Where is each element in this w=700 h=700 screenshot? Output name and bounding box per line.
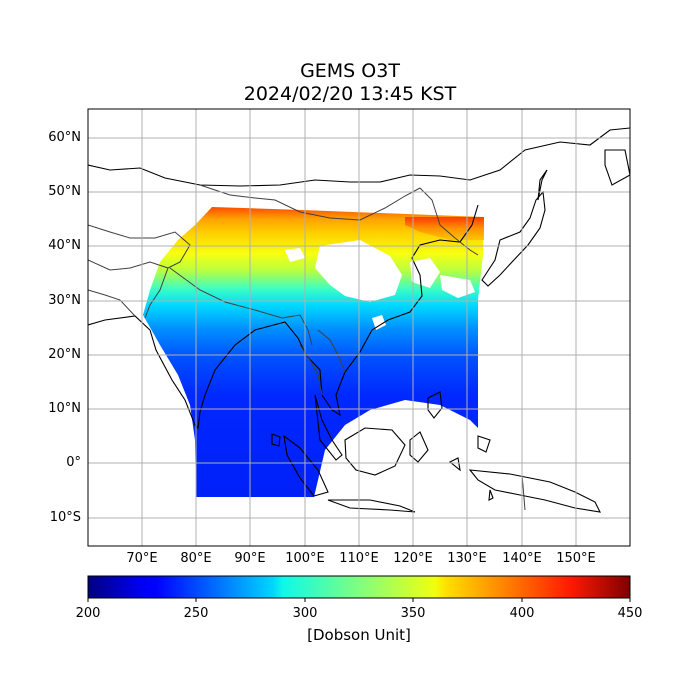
lat-label-20n: 20°N: [48, 347, 81, 362]
colorbar-tick-450: 450: [617, 606, 643, 621]
lon-label-90e: 90°E: [234, 551, 266, 566]
lat-label-30n: 30°N: [48, 293, 81, 308]
coastlines: [88, 127, 630, 513]
lon-label-140e: 140°E: [502, 551, 542, 566]
map-frame: [87, 108, 631, 547]
map-subtitle-datetime: 2024/02/20 13:45 KST: [243, 83, 457, 105]
colorbar-unit-label: [Dobson Unit]: [307, 626, 411, 644]
lon-label-130e: 130°E: [447, 551, 487, 566]
colorbar: [87, 575, 631, 599]
colorbar-ticks: [87, 598, 631, 602]
colorbar-tick-250: 250: [183, 606, 209, 621]
gridlines: [88, 109, 630, 546]
ozone-data-swath: [143, 207, 484, 497]
lat-label-60n: 60°N: [48, 130, 81, 145]
colorbar-tick-200: 200: [75, 606, 101, 621]
lat-label-50n: 50°N: [48, 184, 81, 199]
country-borders: [88, 184, 526, 511]
lon-label-120e: 120°E: [393, 551, 433, 566]
lat-label-10n: 10°N: [48, 401, 81, 416]
lon-label-100e: 100°E: [285, 551, 325, 566]
lat-label-0: 0°: [66, 455, 81, 470]
lon-label-70e: 70°E: [126, 551, 158, 566]
map-title: GEMS O3T: [300, 60, 400, 82]
colorbar-tick-400: 400: [509, 606, 535, 621]
lon-label-80e: 80°E: [180, 551, 212, 566]
lon-label-110e: 110°E: [339, 551, 379, 566]
lat-label-10s: 10°S: [49, 510, 81, 525]
colorbar-tick-350: 350: [400, 606, 426, 621]
lon-label-150e: 150°E: [556, 551, 596, 566]
lat-label-40n: 40°N: [48, 238, 81, 253]
colorbar-tick-300: 300: [292, 606, 318, 621]
